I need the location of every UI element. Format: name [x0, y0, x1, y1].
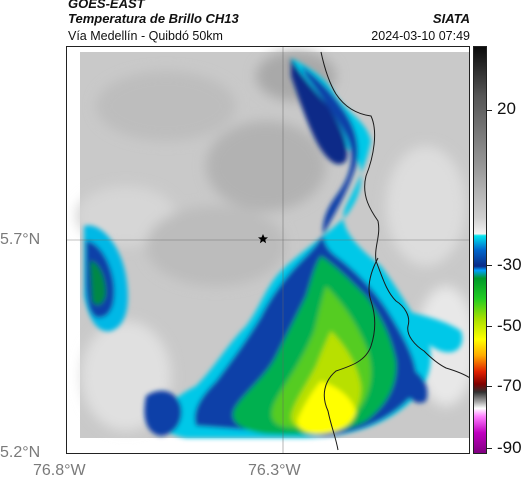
lat-label-5-7: 5.7°N [0, 231, 41, 248]
cloud-field [76, 51, 470, 438]
route-label: Vía Medellín - Quibdó 50km [68, 29, 223, 43]
colorbar-tick-mark [487, 326, 492, 327]
satellite-label: GOES-EAST [68, 0, 145, 11]
org-label: SIATA [432, 11, 470, 26]
satellite-map [66, 46, 470, 454]
colorbar-tick-minus30: -30 [497, 255, 522, 274]
colorbar [473, 46, 487, 454]
colorbar-tick-20: 20 [497, 99, 516, 118]
colorbar-tick-mark [487, 110, 492, 111]
colorbar-tick-minus70: -70 [497, 376, 522, 395]
colorbar-tick-mark [487, 386, 492, 387]
colorbar-tick-minus50: -50 [497, 316, 522, 335]
lon-label-76-3: 76.3°W [248, 462, 301, 479]
lon-label-76-8: 76.8°W [33, 462, 86, 479]
colorbar-tick-minus90: -90 [497, 438, 522, 457]
colorbar-tick-mark [487, 265, 492, 266]
timestamp-label: 2024-03-10 07:49 [371, 29, 470, 43]
graticule [66, 46, 470, 454]
star-icon [258, 234, 268, 244]
product-title: Temperatura de Brillo CH13 [68, 11, 239, 26]
lat-label-5-2: 5.2°N [0, 444, 41, 461]
colorbar-tick-mark [487, 448, 492, 449]
cold-cloud-region [84, 58, 463, 438]
coastline-borders [320, 51, 470, 451]
